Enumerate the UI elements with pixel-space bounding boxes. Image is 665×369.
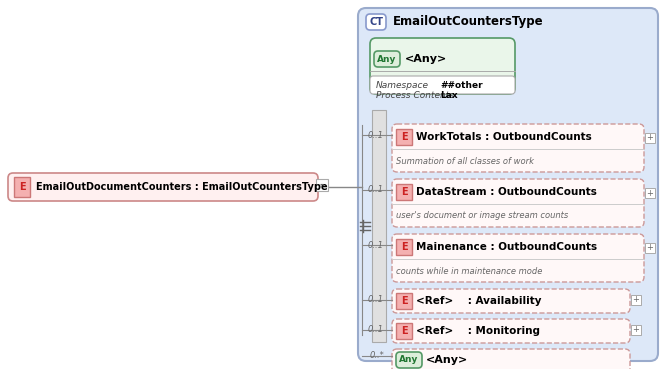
- Bar: [645, 133, 655, 143]
- Bar: [631, 295, 641, 305]
- Text: E: E: [401, 242, 407, 252]
- Text: Any: Any: [377, 55, 397, 63]
- Text: <Any>: <Any>: [405, 54, 448, 64]
- Bar: [316, 179, 328, 191]
- Text: <Ref>    : Monitoring: <Ref> : Monitoring: [416, 326, 540, 336]
- FancyBboxPatch shape: [392, 234, 644, 282]
- FancyBboxPatch shape: [366, 14, 386, 30]
- FancyBboxPatch shape: [8, 173, 318, 201]
- Text: <Ref>    : Availability: <Ref> : Availability: [416, 296, 541, 306]
- Text: E: E: [401, 326, 407, 336]
- Text: WorkTotals : OutboundCounts: WorkTotals : OutboundCounts: [416, 132, 592, 142]
- FancyBboxPatch shape: [392, 179, 644, 227]
- FancyBboxPatch shape: [396, 352, 422, 368]
- Text: counts while in maintenance mode: counts while in maintenance mode: [396, 266, 543, 276]
- Text: E: E: [401, 132, 407, 142]
- Bar: [396, 184, 412, 200]
- Text: -: -: [320, 180, 324, 190]
- Text: 0..1: 0..1: [368, 325, 384, 335]
- Text: EmailOutCountersType: EmailOutCountersType: [393, 15, 543, 28]
- Bar: [645, 243, 655, 253]
- Bar: [14, 177, 30, 197]
- Text: CT: CT: [369, 17, 383, 27]
- FancyBboxPatch shape: [392, 289, 630, 313]
- FancyBboxPatch shape: [392, 124, 644, 172]
- Text: +: +: [632, 325, 640, 335]
- FancyBboxPatch shape: [370, 76, 515, 94]
- Text: Summation of all classes of work: Summation of all classes of work: [396, 156, 534, 166]
- Text: DataStream : OutboundCounts: DataStream : OutboundCounts: [416, 187, 597, 197]
- Text: 0..1: 0..1: [368, 186, 384, 194]
- FancyBboxPatch shape: [392, 319, 630, 343]
- Bar: [645, 188, 655, 198]
- Bar: [372, 110, 386, 342]
- Text: E: E: [401, 187, 407, 197]
- Text: Process Contents: Process Contents: [376, 92, 454, 100]
- Text: 0..1: 0..1: [368, 296, 384, 304]
- Text: +: +: [646, 134, 654, 142]
- Text: Any: Any: [399, 355, 419, 365]
- Text: <Any>: <Any>: [426, 355, 468, 365]
- Text: Lax: Lax: [440, 92, 458, 100]
- Text: ##other: ##other: [440, 80, 483, 90]
- Text: Mainenance : OutboundCounts: Mainenance : OutboundCounts: [416, 242, 597, 252]
- Text: 0..*: 0..*: [369, 352, 384, 361]
- FancyBboxPatch shape: [358, 8, 658, 361]
- Text: 0..1: 0..1: [368, 131, 384, 139]
- Text: user's document or image stream counts: user's document or image stream counts: [396, 211, 569, 221]
- Text: 0..1: 0..1: [368, 241, 384, 249]
- Bar: [396, 239, 412, 255]
- Bar: [396, 323, 412, 339]
- Text: Namespace: Namespace: [376, 80, 429, 90]
- FancyBboxPatch shape: [370, 38, 515, 94]
- Bar: [396, 293, 412, 309]
- Text: E: E: [19, 182, 25, 192]
- Bar: [396, 129, 412, 145]
- Text: EmailOutDocumentCounters : EmailOutCountersType: EmailOutDocumentCounters : EmailOutCount…: [36, 182, 328, 192]
- Text: E: E: [401, 296, 407, 306]
- FancyBboxPatch shape: [374, 51, 400, 67]
- Text: +: +: [632, 296, 640, 304]
- Text: +: +: [646, 244, 654, 252]
- Bar: [631, 325, 641, 335]
- FancyBboxPatch shape: [392, 349, 630, 369]
- Text: +: +: [646, 189, 654, 197]
